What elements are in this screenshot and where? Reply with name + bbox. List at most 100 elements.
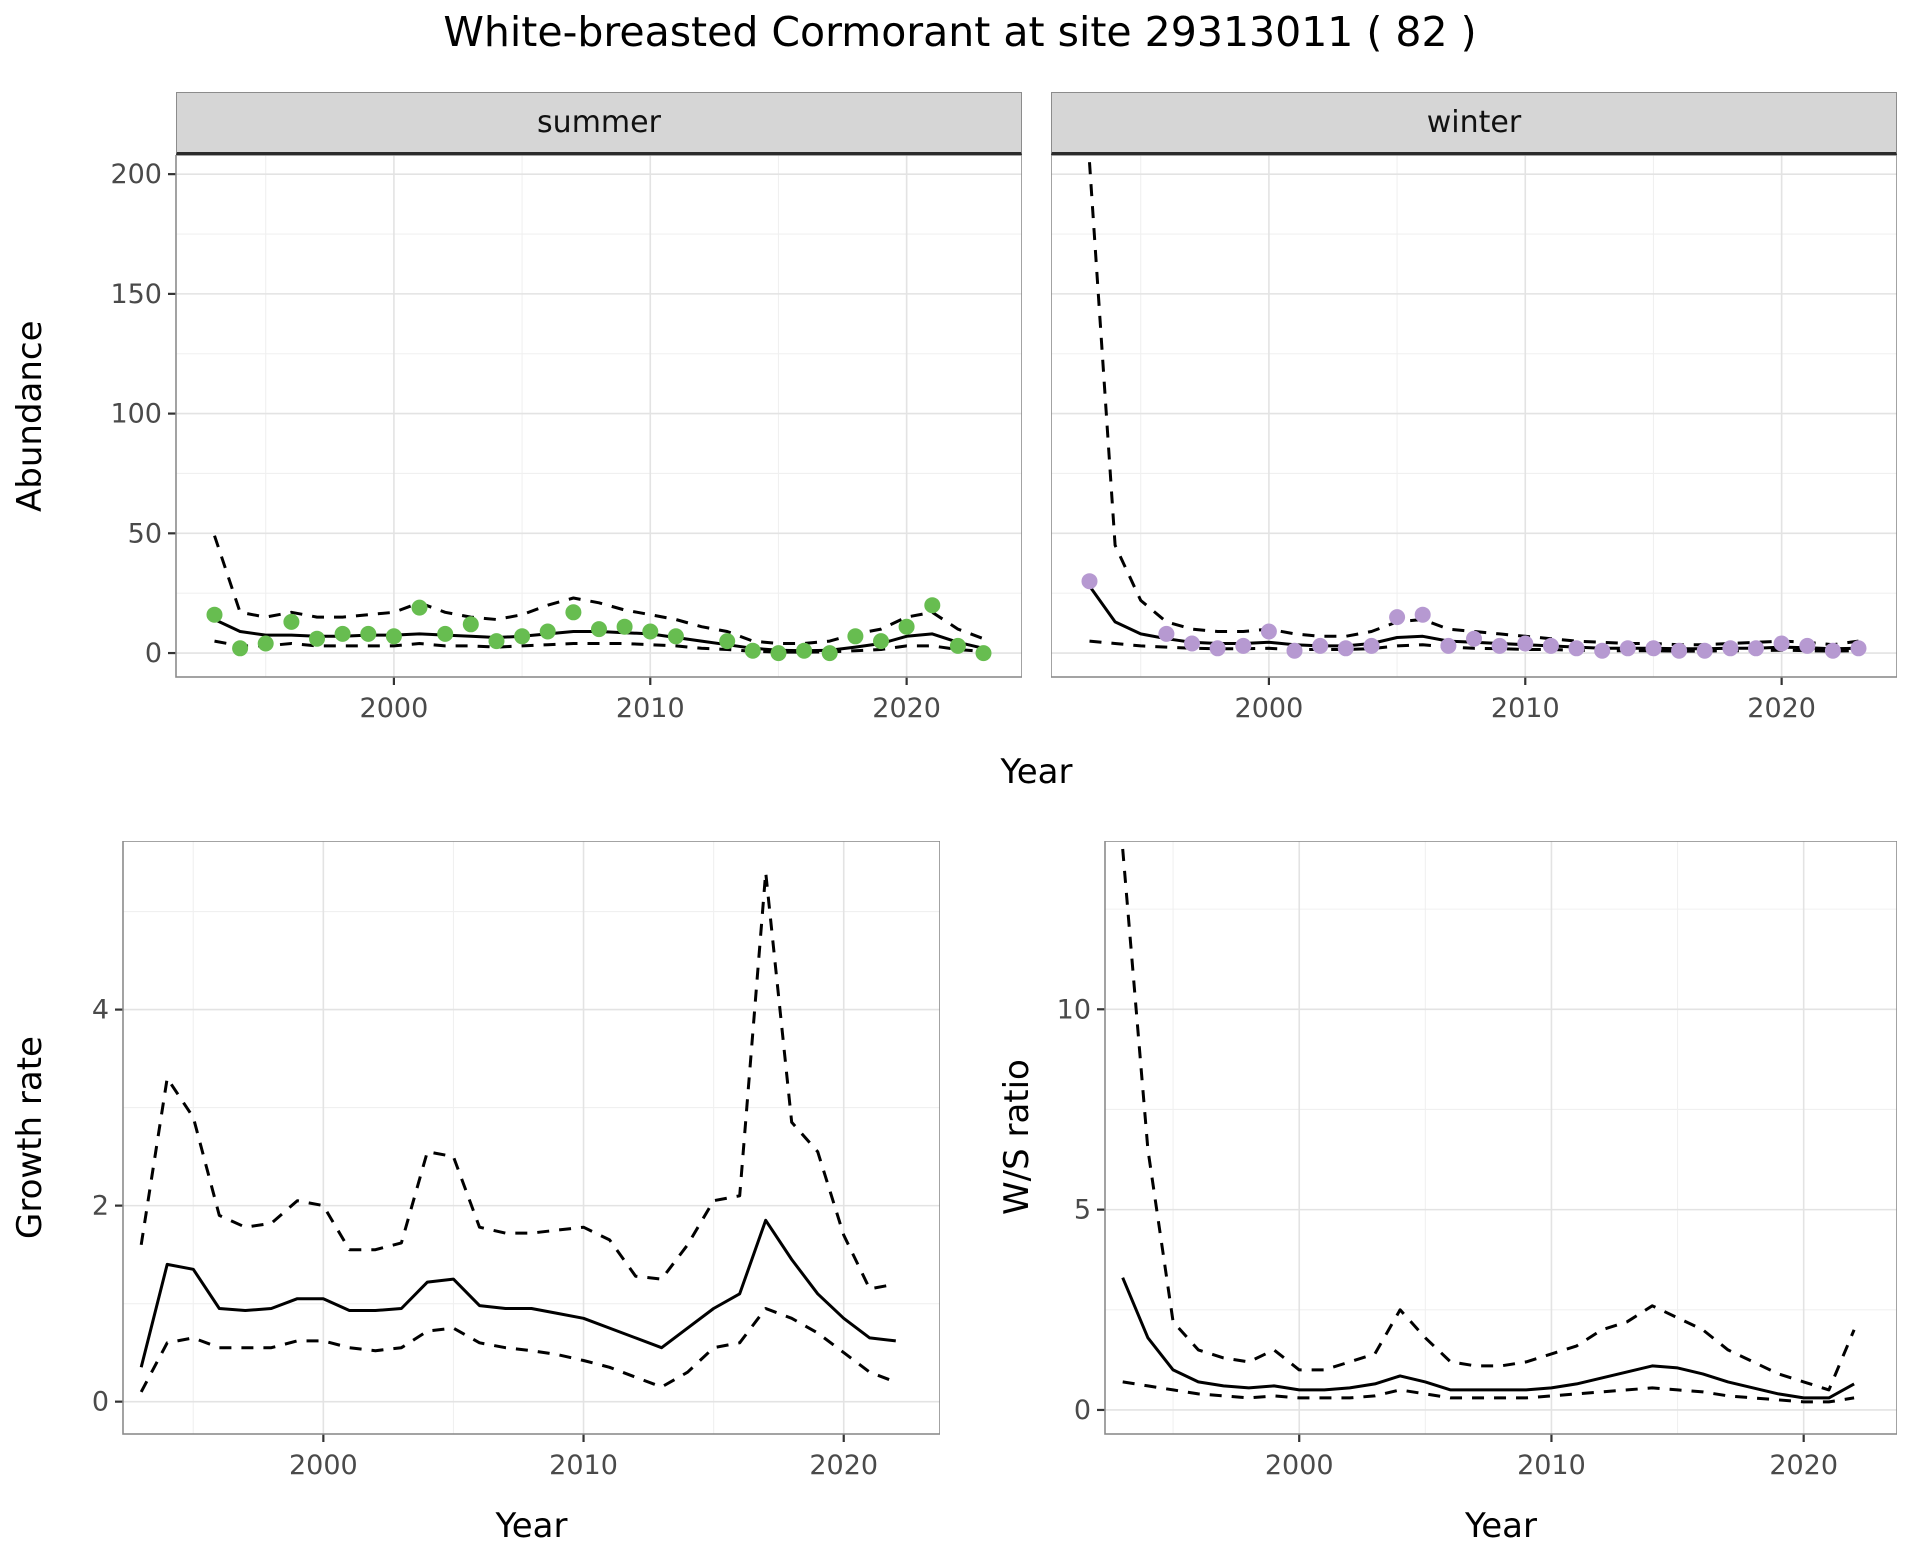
upper-ci-line	[139, 870, 897, 1291]
observed-point	[642, 623, 659, 640]
observed-point	[411, 599, 428, 616]
observed-point	[1568, 640, 1585, 657]
ws-ratio-svg: 2000 2010 2020 0 5 10	[1057, 840, 1898, 1481]
observed-point	[283, 613, 300, 630]
facet-strip-winter: winter	[1051, 92, 1897, 155]
observed-point	[667, 628, 684, 645]
observed-point	[565, 604, 582, 621]
observed-point	[1824, 642, 1841, 659]
abundance-winter-svg: 2000 2010 2020	[1050, 154, 1898, 724]
observed-point	[1619, 640, 1636, 657]
fit-line	[1121, 1277, 1855, 1400]
observed-point	[1773, 635, 1790, 652]
observed-point	[770, 645, 787, 662]
upper-ci-line	[1088, 162, 1859, 647]
observed-point	[1363, 637, 1380, 654]
x-tick-label: 2000	[289, 1450, 358, 1481]
y-axis-label-ws-ratio: W/S ratio	[997, 1059, 1037, 1216]
observed-point	[898, 618, 915, 635]
observed-point	[1158, 625, 1175, 642]
observed-point	[591, 621, 607, 638]
x-tick-label: 2020	[1747, 693, 1816, 724]
x-tick-label: 2000	[1235, 693, 1304, 724]
y-tick-label: 100	[110, 399, 162, 430]
observed-point	[1542, 637, 1559, 654]
observed-point	[1414, 606, 1431, 623]
observed-point	[1081, 573, 1098, 590]
observed-point	[462, 616, 479, 633]
observed-point	[1696, 642, 1713, 659]
observed-point	[1850, 640, 1867, 657]
observed-point	[206, 606, 223, 623]
x-tick-label: 2020	[809, 1450, 878, 1481]
plot-area-winter: 2000 2010 2020	[1050, 154, 1898, 736]
x-tick-label: 2000	[360, 693, 429, 724]
y-tick-label: 50	[128, 518, 162, 549]
x-tick-label: 2010	[1517, 1450, 1586, 1481]
y-axis-label-abundance: Abundance	[10, 320, 50, 512]
panel-ws-ratio: 2000 2010 2020 0 5 10	[1040, 840, 1898, 1489]
observed-point	[437, 625, 454, 642]
observed-point	[847, 628, 864, 645]
y-tick-label: 10	[1057, 994, 1091, 1025]
observed-point	[1491, 637, 1508, 654]
x-axis-label-ws-ratio: Year	[1465, 1506, 1537, 1546]
plot-area-summer: 2000 2010 2020 0 50 100 150 200	[106, 154, 1023, 736]
observed-point	[616, 618, 633, 635]
observed-point	[1184, 635, 1200, 652]
observed-point	[334, 625, 351, 642]
observed-point	[385, 628, 402, 645]
facet-strip-summer: summer	[176, 92, 1022, 155]
x-tick-label: 2010	[1491, 693, 1560, 724]
observed-point	[873, 633, 889, 650]
observed-point	[1645, 640, 1662, 657]
observed-point	[1312, 637, 1329, 654]
plot-area-growth-rate: 2000 2010 2020 0 2 4	[58, 840, 941, 1493]
observed-point	[1235, 637, 1252, 654]
lower-ci-line	[139, 1307, 897, 1393]
y-tick-label: 0	[145, 638, 162, 669]
facet-label-winter: winter	[1426, 105, 1522, 140]
observed-point	[309, 630, 325, 647]
observed-point	[949, 637, 966, 654]
abundance-summer-svg: 2000 2010 2020 0 50 100 150 200	[110, 154, 1023, 724]
y-tick-label: 0	[92, 1387, 109, 1418]
growth-rate-svg: 2000 2010 2020 0 2 4	[92, 840, 941, 1481]
plot-area-ws-ratio: 2000 2010 2020 0 5 10	[1040, 840, 1898, 1493]
observed-point	[975, 645, 992, 662]
y-tick-label: 150	[110, 279, 162, 310]
observed-point	[1799, 637, 1816, 654]
observed-point	[719, 633, 736, 650]
lower-ci-line	[214, 639, 984, 654]
x-tick-label: 2020	[872, 693, 941, 724]
observed-point	[1260, 623, 1277, 640]
y-axis-label-growth-rate: Growth rate	[10, 1036, 50, 1239]
fit-line	[139, 1218, 896, 1368]
observed-point	[1286, 642, 1303, 659]
observed-point	[744, 642, 761, 659]
x-axis-label-abundance: Year	[1000, 752, 1073, 792]
y-tick-label: 200	[110, 159, 162, 190]
observed-point	[1517, 635, 1534, 652]
observed-point	[514, 628, 531, 645]
panel-growth-rate: 2000 2010 2020 0 2 4	[58, 840, 941, 1489]
observed-point	[1466, 630, 1482, 647]
y-tick-label: 4	[92, 995, 109, 1026]
observed-point	[1337, 640, 1354, 657]
observed-point	[1594, 642, 1611, 659]
chart-title: White-breasted Cormorant at site 2931301…	[443, 8, 1477, 56]
observed-point	[539, 623, 556, 640]
observed-point	[1671, 642, 1688, 659]
upper-ci-line	[1121, 848, 1856, 1392]
x-tick-label: 2020	[1769, 1450, 1838, 1481]
x-tick-label: 2010	[616, 693, 685, 724]
observed-point	[1440, 637, 1457, 654]
panel-abundance-winter: winter 2000 2010 2020	[1050, 92, 1898, 732]
observed-point	[796, 642, 813, 659]
observed-point	[1389, 609, 1406, 626]
observed-point	[232, 640, 249, 657]
observed-point	[821, 645, 838, 662]
y-tick-label: 0	[1074, 1395, 1091, 1426]
x-tick-label: 2010	[549, 1450, 618, 1481]
